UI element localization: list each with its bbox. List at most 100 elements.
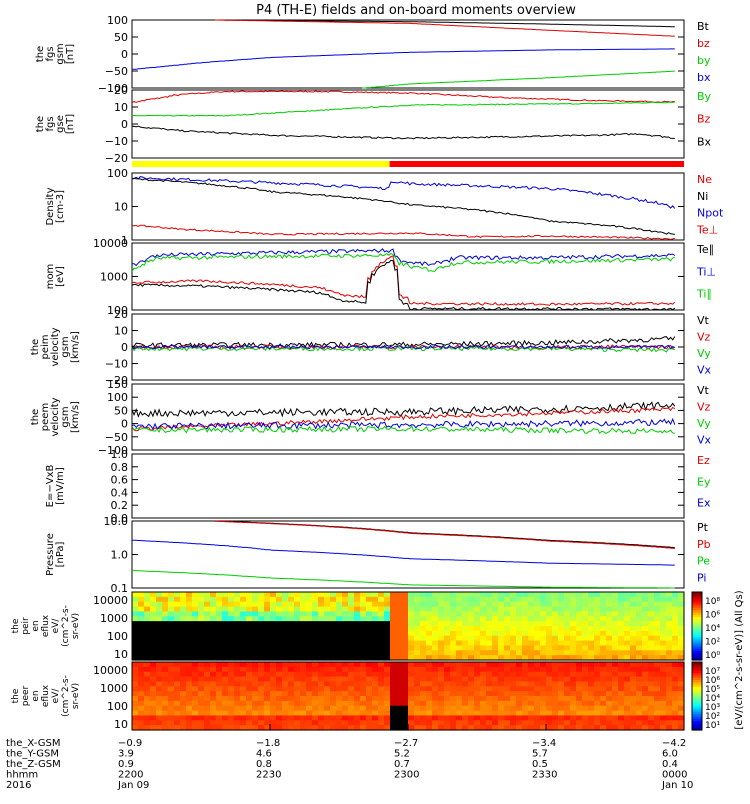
spectrogram-cell [624, 725, 631, 731]
spectrogram-cell [678, 606, 685, 613]
spectrogram-cell [456, 710, 463, 717]
spectrogram-cell [528, 725, 535, 731]
spectrogram-cell [162, 705, 169, 712]
spectrogram-cell [576, 666, 583, 673]
spectrogram-cell [216, 691, 223, 697]
spectrogram-cell [540, 666, 547, 673]
spectrogram-cell [558, 681, 565, 687]
spectrogram-cell [564, 710, 571, 717]
spectrogram-cell [378, 681, 385, 687]
spectrogram-cell [558, 650, 565, 656]
spectrogram-ylabel-line: (cm^2-s- [61, 605, 71, 647]
spectrogram-ylabel-line: the [11, 618, 21, 633]
spectrogram-cell [204, 671, 211, 678]
spectrogram-cell [294, 725, 301, 731]
spectrogram-cell [378, 630, 385, 637]
spectrogram-cell [186, 720, 193, 726]
spectrogram-cell [516, 616, 523, 622]
spectrogram-cell [264, 691, 271, 697]
spectrogram-cell [456, 626, 463, 632]
legend-Vt: Vt [697, 314, 710, 327]
spectrogram-cell [606, 655, 613, 661]
spectrogram-cell [426, 696, 433, 702]
spectrogram-cell [438, 686, 445, 692]
spectrogram-cell [540, 596, 547, 603]
spectrogram-cell [354, 662, 361, 668]
spectrogram-cell [162, 696, 169, 702]
spectrogram-cell [606, 686, 613, 692]
spectrogram-cell [258, 720, 265, 726]
spectrogram-cell [558, 626, 565, 632]
spectrogram-cell [132, 635, 139, 642]
spectrogram-cell [222, 592, 229, 598]
spectrogram-cell [282, 666, 289, 673]
spectrogram-cell [642, 621, 649, 627]
spectrogram-cell [366, 611, 373, 617]
spectrogram-cell [132, 662, 139, 668]
spectrogram-cell [150, 725, 157, 731]
spectrogram-cell [486, 676, 493, 683]
spectrogram-cell [498, 720, 505, 726]
spectrogram-cell [222, 611, 229, 617]
spectrogram-cell [408, 635, 415, 642]
spectrogram-cell [432, 616, 439, 622]
spectrogram-cell [612, 655, 619, 661]
spectrogram-cell [372, 666, 379, 673]
spectrogram-cell [246, 720, 253, 726]
spectrogram-cell [420, 691, 427, 697]
spectrogram-cell [552, 662, 559, 668]
spectrogram-cell [546, 635, 553, 642]
spectrogram-cell [624, 616, 631, 622]
spectrogram-cell [492, 616, 499, 622]
spectrogram-cell [444, 596, 451, 603]
spectrogram-cell [186, 601, 193, 608]
spectrogram-cell [180, 596, 187, 603]
spectrogram-cell [570, 676, 577, 683]
spectrogram-cell [492, 705, 499, 712]
spectrogram-cell [330, 671, 337, 678]
spectrogram-cell [174, 715, 181, 721]
spectrogram-cell [492, 655, 499, 661]
spectrogram-cell [624, 635, 631, 642]
spectrogram-cell [666, 645, 673, 651]
spectrogram-cell [498, 655, 505, 661]
spectrogram-cell [456, 630, 463, 637]
spectrogram-cell [612, 662, 619, 668]
spectrogram-cell [198, 676, 205, 683]
spectrogram-cell [366, 705, 373, 712]
spectrogram-cell [648, 686, 655, 692]
spectrogram-cell [534, 691, 541, 697]
spectrogram-cell [498, 621, 505, 627]
spectrogram-cell [240, 696, 247, 702]
spectrogram-cell [606, 725, 613, 731]
spectrogram-cell [354, 655, 361, 661]
spectrogram-cell [492, 611, 499, 617]
spectrogram-cell [234, 635, 241, 642]
spectrogram-cell [366, 676, 373, 683]
spectrogram-cell [300, 671, 307, 678]
spectrogram-cell [552, 666, 559, 673]
spectrogram-cell [252, 650, 259, 656]
colorbar-cell [692, 653, 702, 657]
spectrogram-cell [258, 700, 265, 707]
spectrogram-cell [384, 725, 391, 731]
spectrogram-cell [204, 596, 211, 603]
spectrogram-cell [600, 650, 607, 656]
spectrogram-cell [246, 621, 253, 627]
spectrogram-cell [420, 650, 427, 656]
series-Bz [131, 90, 675, 104]
spectrogram-cell [300, 640, 307, 647]
spectrogram-cell [540, 621, 547, 627]
spectrogram-cell [660, 725, 667, 731]
spectrogram-cell [270, 626, 277, 632]
spectrogram-cell [576, 676, 583, 683]
colorbar-cell [692, 696, 702, 699]
spectrogram-cell [366, 696, 373, 702]
spectrogram-cell [546, 662, 553, 668]
xaxis-value: 2300 [394, 770, 419, 781]
spectrogram-cell [360, 601, 367, 608]
spectrogram-cell [414, 592, 421, 598]
spectrogram-cell [474, 635, 481, 642]
spectrogram-cell [540, 655, 547, 661]
